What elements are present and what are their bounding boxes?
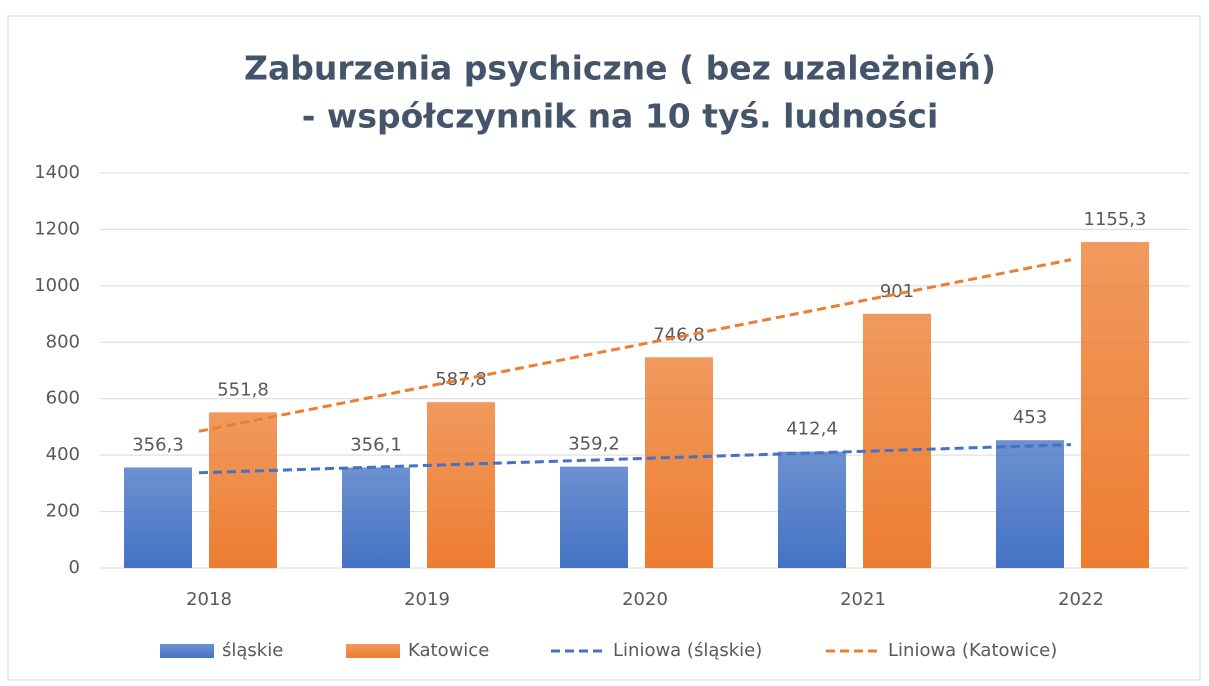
legend-label: Liniowa (śląskie) — [613, 640, 762, 661]
legend-label: Katowice — [408, 640, 489, 661]
bar — [778, 451, 846, 568]
bar — [645, 357, 713, 568]
chart-border — [7, 15, 1201, 681]
x-tick-label: 2020 — [622, 589, 668, 610]
data-label: 453 — [1013, 407, 1047, 428]
bar — [996, 440, 1064, 568]
data-label: 1155,3 — [1084, 209, 1147, 230]
chart-title: - współczynnik na 10 tyś. ludności — [302, 97, 939, 136]
trendline — [198, 443, 1072, 475]
trendline — [198, 258, 1072, 433]
bar — [427, 402, 495, 568]
legend-swatch — [346, 644, 400, 658]
data-label: 359,2 — [568, 434, 620, 455]
data-label: 746,8 — [653, 324, 705, 345]
data-label: 551,8 — [217, 379, 269, 400]
bar — [863, 313, 931, 568]
bar — [209, 412, 277, 568]
y-tick-label: 200 — [46, 501, 80, 522]
bar — [1081, 242, 1149, 569]
legend-label: śląskie — [222, 640, 283, 661]
x-tick-label: 2018 — [186, 589, 232, 610]
bar — [560, 466, 628, 568]
y-tick-label: 1200 — [34, 218, 80, 239]
data-label: 412,4 — [786, 419, 838, 440]
y-tick-label: 800 — [46, 331, 80, 352]
x-tick-label: 2022 — [1058, 589, 1104, 610]
chart-title: Zaburzenia psychiczne ( bez uzależnień) — [244, 49, 996, 88]
data-label: 356,3 — [132, 434, 184, 455]
y-tick-label: 600 — [46, 388, 80, 409]
legend-label: Liniowa (Katowice) — [888, 640, 1057, 661]
x-tick-label: 2019 — [404, 589, 450, 610]
x-tick-label: 2021 — [840, 589, 886, 610]
bar — [342, 467, 410, 568]
data-label: 901 — [880, 281, 914, 302]
y-tick-label: 1400 — [34, 162, 80, 183]
data-label: 356,1 — [350, 435, 402, 456]
bar — [124, 467, 192, 568]
legend-swatch — [160, 644, 214, 658]
y-tick-label: 1000 — [34, 275, 80, 296]
y-tick-label: 400 — [46, 444, 80, 465]
y-tick-label: 0 — [69, 557, 80, 578]
